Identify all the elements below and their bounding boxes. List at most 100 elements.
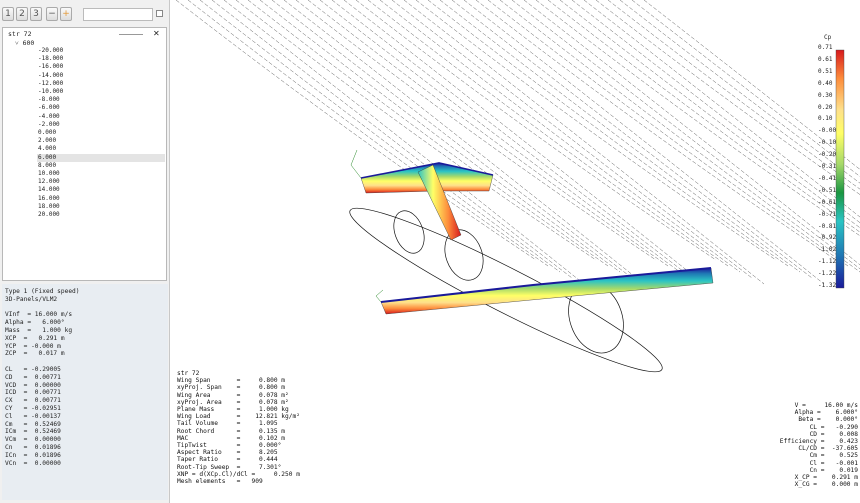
3d-scene[interactable] [171,0,860,503]
opp-item[interactable]: 6.000 [37,153,165,162]
property-line: XCP = 0.291 m [5,334,65,342]
opp-item[interactable]: -10.000 [38,88,64,95]
property-line: 3D-Panels/VLM2 [5,295,58,303]
opp-item[interactable]: 12.000 [38,178,60,186]
left-panel: 1 2 3 − + str 72 ✕ ˅ 600 -20.000 -18.000-… [0,0,170,503]
opp-item[interactable]: 14.000 [38,186,60,194]
tree-plane-label[interactable]: str 72 [8,30,32,38]
cp-legend-label: 0.51 [818,67,833,75]
opp-item[interactable]: 16.000 [38,194,60,202]
property-line: ZCP = 0.017 m [5,350,65,358]
toolbar: 1 2 3 − + [2,7,166,23]
plane-info-line: Tail Volume = 1.095 [177,420,278,428]
property-line: Cn = 0.01896 [5,444,61,451]
property-line: CY = -0.02951 [5,405,61,412]
streamline [355,0,717,261]
property-line: ICD = 0.00771 [5,389,61,397]
property-line: YCP = -0.000 m [5,342,61,350]
opp-item[interactable]: 4.000 [38,145,57,153]
search-input[interactable] [83,8,153,21]
streamline [631,0,860,177]
wing-outline [350,149,384,303]
chevron-down-icon[interactable]: ˅ [15,39,23,47]
float-window-icon[interactable] [156,10,163,17]
opp-item[interactable]: 0.000 [38,129,57,136]
cp-legend-label: -0.51 [818,186,837,194]
opp-item[interactable]: -14.000 [38,71,64,79]
properties-panel: Type 1 (Fixed speed) 3D-Panels/VLM2 VInf =… [2,284,168,500]
opp-info: V = 16.00 m/s Alpha = 6.000° Beta = 0.000°… [780,402,858,488]
opp-item[interactable]: -6.000 [38,104,60,112]
streamline [403,0,765,285]
opp-item[interactable]: -16.000 [38,63,64,71]
streamline [607,0,860,190]
opp-item[interactable]: -4.000 [38,112,60,120]
streamline [247,0,609,267]
cp-legend-label: -1.22 [818,270,837,278]
property-line: Cm = 0.52469 [5,420,61,428]
property-line: CD = 0.00771 [5,373,61,381]
minus-button[interactable]: − [46,7,58,21]
opp-item[interactable]: -8.000 [38,96,60,104]
opp-item[interactable]: -18.000 [38,55,64,63]
property-line: Mass = 1.000 kg [5,327,73,334]
cp-legend-label: -0.71 [818,210,837,218]
streamline [451,0,813,279]
tree-polar-label: 600 [22,39,35,47]
streamline [499,0,860,273]
streamline [439,0,801,273]
cp-legend-label: -1.12 [818,258,837,266]
plane-info-line: Mesh elements = 909 [177,478,263,486]
streamline [487,0,849,267]
3d-view[interactable]: Cp 0.71 0.61 0.51 0.40 0.30 0.20 0.10 -0.00 -0.1… [171,0,860,503]
cp-legend-label: 0.30 [818,91,833,99]
streamline [319,0,681,273]
object-tree[interactable]: str 72 ✕ ˅ 600 -20.000 -18.000 -16.000 -14.… [2,27,167,281]
cp-legend-title: Cp [824,34,832,41]
tree-header: str 72 ✕ [3,29,166,39]
opp-info-line: X_CP = 0.291 m [794,474,858,482]
tree-polar-node[interactable]: ˅ 600 [15,39,34,47]
streamline [571,0,860,224]
plane-info-line: Aspect Ratio = 8.205 [177,449,278,457]
opp-item[interactable]: -2.000 [38,120,60,128]
streamline [343,0,705,285]
streamlines [175,0,860,285]
view-2-button[interactable]: 2 [16,7,28,21]
cp-legend-label: 0.10 [818,115,833,123]
streamline [511,0,860,270]
opp-item[interactable]: 18.000 [38,202,60,210]
opp-info-line: Beta = 0.000° [798,416,858,424]
property-line: VCn = 0.00000 [5,459,61,467]
opp-item[interactable]: 20.000 [38,211,60,218]
opp-item[interactable]: -12.000 [38,79,64,87]
streamline [307,0,669,267]
view-1-button[interactable]: 1 [2,7,14,21]
opp-info-line: Alpha = 6.000° [794,409,858,417]
plane-info-line: XNP = d(XCp.Cl)/dCl = 0.250 m [177,470,300,478]
streamline [235,0,597,261]
cp-legend-label: -1.32 [818,282,837,289]
opp-info-line: CD = 0.008 [809,430,858,438]
opp-item[interactable]: 8.000 [38,161,57,169]
plane-info-line: Wing Span = 0.800 m [177,377,286,385]
streamline [199,0,561,273]
view-3-button[interactable]: 3 [30,7,42,21]
cp-legend-label: -0.41 [818,174,837,182]
cp-legend-label: -1.02 [818,246,837,254]
property-line: Cl = -0.00137 [5,412,61,420]
plane-info-line: Root Chord = 0.135 m [177,427,286,435]
close-icon[interactable]: ✕ [153,29,160,38]
opp-info-line: V = 16.00 m/s [794,402,858,409]
opp-item[interactable]: 10.000 [38,170,60,177]
plane-info-line: Plane Mass = 1.000 kg [177,406,289,414]
opp-item[interactable]: 2.000 [38,137,57,145]
cp-legend-label: 0.71 [818,44,833,51]
plane-info-line: TipTwist = 0.000° [177,442,282,450]
opp-item[interactable]: -20.000 [38,47,64,54]
plus-button[interactable]: + [60,7,72,21]
streamline [391,0,753,279]
property-line: ICm = 0.52469 [5,428,61,436]
property-line: CX = 0.00771 [5,397,61,405]
plane-info-line: xyProj. Area = 0.078 m² [177,398,289,406]
